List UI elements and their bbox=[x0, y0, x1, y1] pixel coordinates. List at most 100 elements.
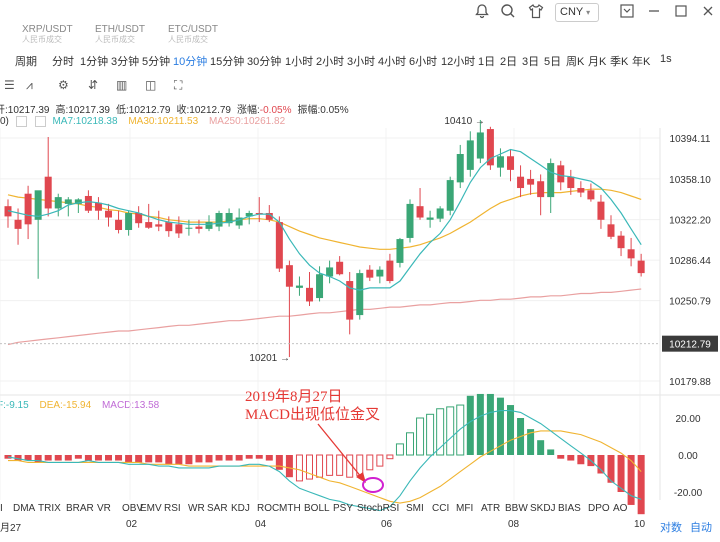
indicator-tab-cci[interactable]: CCI bbox=[432, 503, 450, 514]
period-item[interactable]: 30分钟 bbox=[247, 56, 282, 68]
macd-bar bbox=[235, 455, 243, 461]
period-item[interactable]: 月K bbox=[588, 56, 607, 68]
compare-icon[interactable]: ⇵ bbox=[88, 78, 99, 92]
ma-settings-box[interactable] bbox=[15, 116, 27, 127]
macd-bar bbox=[64, 455, 72, 461]
indicator-tab-brar[interactable]: BRAR bbox=[66, 503, 94, 514]
close-icon[interactable] bbox=[700, 3, 716, 19]
bell-icon[interactable] bbox=[474, 3, 490, 19]
macd-bar bbox=[547, 449, 555, 455]
tab-xrp-usdt[interactable]: XRP/USDT 人民币成交 bbox=[22, 24, 73, 44]
ma-settings-box[interactable] bbox=[34, 116, 46, 127]
indicator-tab-bias[interactable]: BIAS bbox=[558, 503, 581, 514]
indicator-tab-smi[interactable]: SMI bbox=[406, 503, 424, 514]
log-scale-button[interactable]: 对数 bbox=[660, 522, 682, 534]
period-item[interactable]: 5分钟 bbox=[142, 56, 171, 68]
macd-bar bbox=[577, 455, 585, 465]
period-item[interactable]: 季K bbox=[610, 56, 629, 68]
indicator-tab-mfi[interactable]: MFI bbox=[456, 503, 474, 514]
period-item[interactable]: 15分钟 bbox=[210, 56, 245, 68]
currency-select[interactable]: CNY ▾ bbox=[555, 3, 599, 22]
chart-type-icon[interactable]: ▥ bbox=[116, 78, 128, 92]
indicator-tab-obv[interactable]: OBV bbox=[122, 503, 144, 514]
price-tick-label: 10358.10 bbox=[669, 175, 711, 186]
macd-bar bbox=[94, 455, 102, 461]
period-item[interactable]: 5日 bbox=[544, 56, 562, 68]
pair-tabs: XRP/USDT 人民币成交 ETH/USDT 人民币成交 ETC/USDT 人民币成… bbox=[0, 22, 720, 44]
candle-body bbox=[356, 273, 364, 316]
period-item[interactable]: 周K bbox=[566, 56, 585, 68]
period-item[interactable]: 3日 bbox=[522, 56, 540, 68]
candle-body bbox=[326, 267, 334, 277]
macd-bar bbox=[326, 454, 334, 476]
period-item[interactable]: 4小时 bbox=[378, 56, 407, 68]
macd-bar bbox=[386, 454, 394, 460]
candle-body bbox=[94, 202, 102, 211]
shirt-icon[interactable] bbox=[528, 3, 544, 19]
ma30-path bbox=[7, 188, 642, 250]
macd-bar bbox=[486, 393, 494, 455]
indicator-tab-roc[interactable]: ROC bbox=[257, 503, 280, 514]
period-item-active[interactable]: 10分钟 bbox=[173, 56, 208, 68]
tab-eth-usdt[interactable]: ETH/USDT 人民币成交 bbox=[95, 24, 145, 44]
period-item[interactable]: 1日 bbox=[478, 56, 496, 68]
macd-bar bbox=[366, 454, 374, 471]
candle-body bbox=[135, 212, 143, 224]
period-item[interactable]: 6小时 bbox=[409, 56, 438, 68]
indicator-tab-dma[interactable]: DMA bbox=[13, 503, 36, 514]
period-item[interactable]: 年K bbox=[632, 56, 651, 68]
indicator-tab-kdj[interactable]: KDJ bbox=[231, 503, 250, 514]
period-item[interactable]: 分时 bbox=[52, 56, 74, 68]
ma250-value: MA250:10261.82 bbox=[208, 116, 286, 128]
date-label: 月27 bbox=[0, 523, 22, 534]
indicator-tab-stochrsi[interactable]: StochRSI bbox=[357, 503, 400, 514]
indicator-tab-trix[interactable]: TRIX bbox=[38, 503, 61, 514]
maximize-icon[interactable] bbox=[673, 3, 689, 19]
drawing-tools: ☰ ⩘ ⚙ ⇵ ▥ ◫ ⛶ bbox=[0, 74, 720, 96]
auto-scale-button[interactable]: 自动 bbox=[690, 522, 712, 534]
indicator-tab-bbw[interactable]: BBW bbox=[505, 503, 528, 514]
period-item[interactable]: 2小时 bbox=[316, 56, 345, 68]
period-item[interactable]: 1分钟 bbox=[80, 56, 109, 68]
indicator-tab-vr[interactable]: VR bbox=[97, 503, 111, 514]
indicator-tab-psy[interactable]: PSY bbox=[333, 503, 354, 514]
indicator-tab-rsi[interactable]: RSI bbox=[164, 503, 181, 514]
tab-etc-usdt[interactable]: ETC/USDT 人民币成交 bbox=[168, 24, 218, 44]
indicator-tab-boll[interactable]: BOLL bbox=[304, 503, 330, 514]
period-item[interactable]: 3分钟 bbox=[111, 56, 140, 68]
indicator-tab-dpo[interactable]: DPO bbox=[588, 503, 610, 514]
menu-icon[interactable]: ☰ bbox=[4, 78, 15, 92]
indicator-tab-mth[interactable]: MTH bbox=[279, 503, 301, 514]
candle-body bbox=[436, 208, 444, 219]
period-item[interactable]: 1s bbox=[660, 53, 672, 65]
line-tool-icon[interactable]: ⩘ bbox=[26, 78, 33, 92]
indicator-tab-i[interactable]: I bbox=[0, 503, 3, 514]
indicator-tab-atr[interactable]: ATR bbox=[481, 503, 501, 514]
fullscreen-icon[interactable]: ⛶ bbox=[174, 78, 183, 92]
macd-bar bbox=[316, 454, 324, 478]
search-icon[interactable] bbox=[500, 3, 516, 19]
settings-icon[interactable]: ⚙ bbox=[58, 78, 69, 92]
dif-value: F:-9.15 bbox=[0, 400, 29, 411]
indicator-tab-emv[interactable]: EMV bbox=[140, 503, 162, 514]
dropdown-icon[interactable] bbox=[619, 3, 635, 19]
macd-bar bbox=[306, 454, 313, 480]
period-item[interactable]: 2日 bbox=[500, 56, 518, 68]
period-item[interactable]: 1小时 bbox=[285, 56, 314, 68]
indicator-tab-sar[interactable]: SAR bbox=[207, 503, 228, 514]
chart-grid bbox=[0, 128, 720, 500]
amplitude-value: 振幅:0.05% bbox=[297, 105, 349, 116]
macd-bar bbox=[476, 393, 484, 455]
indicator-tab-skdj[interactable]: SKDJ bbox=[530, 503, 556, 514]
macd-bar bbox=[155, 455, 163, 463]
candle-body bbox=[265, 212, 273, 220]
candle-body bbox=[476, 132, 484, 159]
period-item[interactable]: 3小时 bbox=[347, 56, 376, 68]
indicator-tab-ao[interactable]: AO bbox=[613, 503, 628, 514]
screenshot-icon[interactable]: ◫ bbox=[145, 78, 157, 92]
indicator-tab-wr[interactable]: WR bbox=[188, 503, 205, 514]
period-item[interactable]: 12小时 bbox=[441, 56, 476, 68]
candle-body bbox=[34, 190, 42, 220]
minimize-icon[interactable] bbox=[646, 3, 662, 19]
